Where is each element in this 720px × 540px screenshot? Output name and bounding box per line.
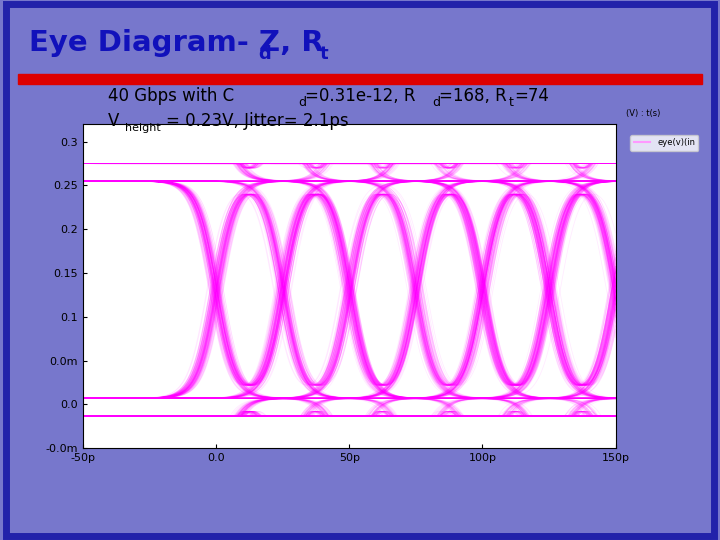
- Text: Eye Diagram- Z: Eye Diagram- Z: [29, 29, 280, 57]
- Text: (V) : t(s): (V) : t(s): [626, 109, 661, 118]
- Text: d: d: [258, 45, 271, 63]
- Legend: eye(v)(in: eye(v)(in: [631, 135, 698, 151]
- Text: , R: , R: [270, 29, 324, 57]
- Text: d: d: [298, 96, 306, 109]
- Text: d: d: [432, 96, 440, 109]
- FancyBboxPatch shape: [6, 4, 714, 536]
- Text: =74: =74: [514, 87, 549, 105]
- Text: = 0.23V, Jitter= 2.1ps: = 0.23V, Jitter= 2.1ps: [166, 112, 348, 130]
- Text: V: V: [108, 112, 120, 130]
- Text: =168, R: =168, R: [439, 87, 507, 105]
- Text: height: height: [125, 123, 161, 133]
- Bar: [18, 74, 702, 84]
- Text: t: t: [320, 45, 328, 63]
- Text: 40 Gbps with C: 40 Gbps with C: [108, 87, 234, 105]
- Text: =0.31e-12, R: =0.31e-12, R: [305, 87, 415, 105]
- Text: t: t: [508, 96, 513, 109]
